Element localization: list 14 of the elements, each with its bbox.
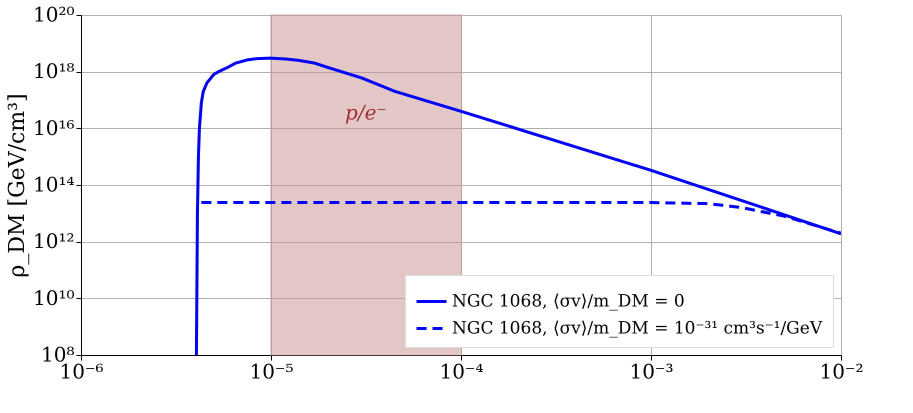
x-tick-label: 10⁻⁴	[439, 360, 484, 384]
y-tick-label: 10¹⁴	[33, 172, 74, 196]
y-tick-label: 10¹⁰	[33, 286, 74, 310]
y-axis-title: ρ_DM [GeV/cm³]	[5, 93, 30, 278]
y-tick-label: 10²⁰	[33, 2, 74, 26]
x-tick-label: 10⁻³	[629, 360, 674, 384]
y-tick-label: 10¹⁶	[33, 116, 74, 140]
x-tick-label: 10⁻²	[819, 360, 864, 384]
legend-label: NGC 1068, ⟨σv⟩/m_DM = 10⁻³¹ cm³s⁻¹/GeV	[452, 318, 823, 338]
y-tick-label: 10¹²	[33, 229, 74, 254]
y-tick-label: 10¹⁸	[33, 59, 74, 84]
legend-label: NGC 1068, ⟨σv⟩/m_DM = 0	[452, 292, 685, 312]
x-tick-label: 10⁻⁵	[249, 360, 294, 384]
band-label: p/e⁻	[345, 100, 387, 125]
